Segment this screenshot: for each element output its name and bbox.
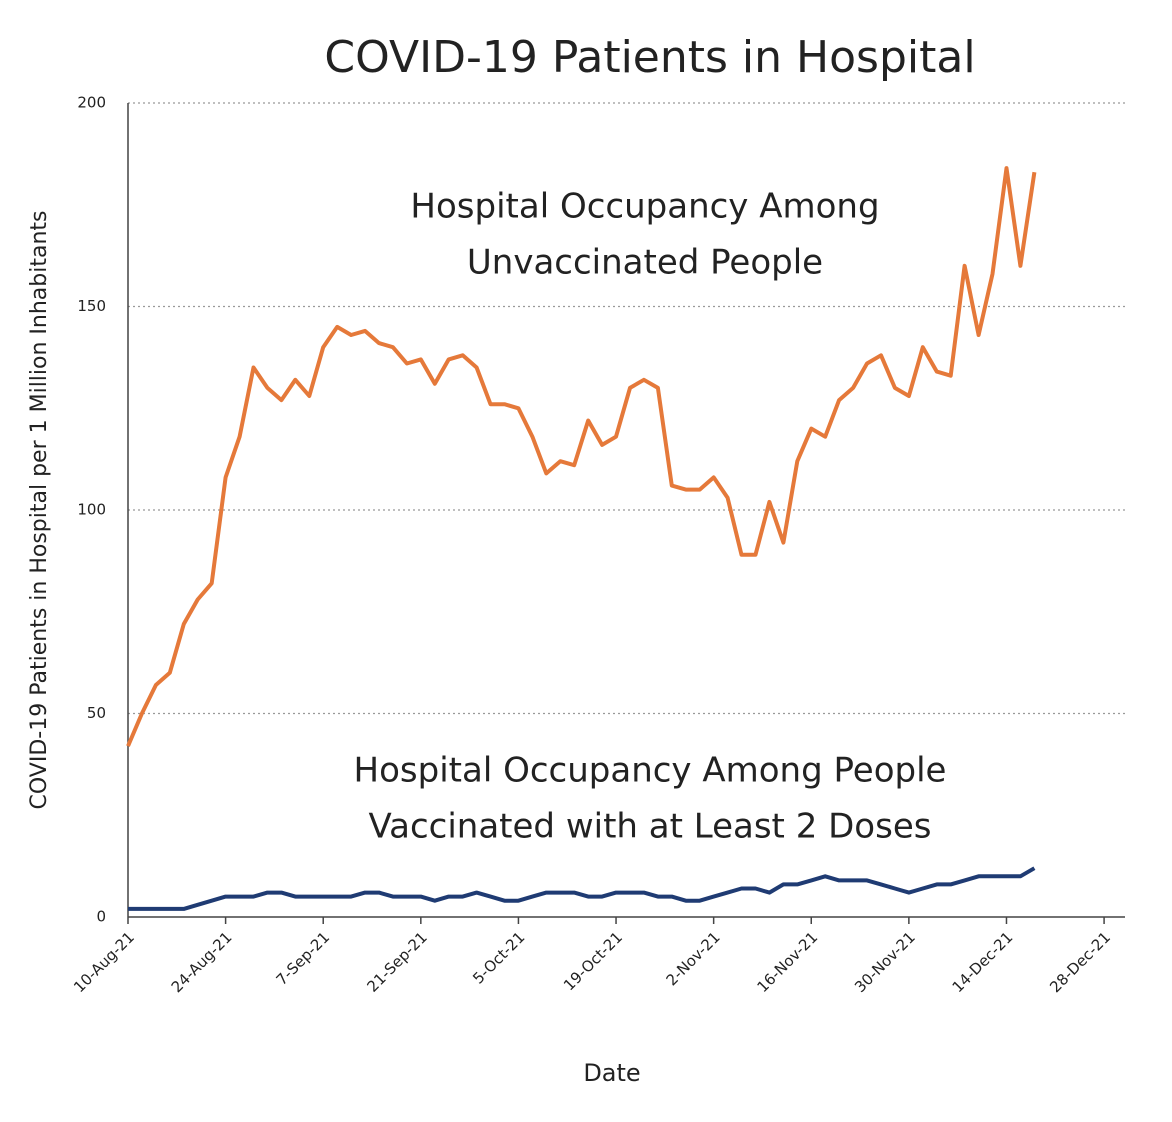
x-tick-label: 10-Aug-21 [70,928,138,996]
y-tick-label: 0 [96,908,106,926]
x-tick-label: 14-Dec-21 [949,928,1017,996]
y-tick-label: 200 [77,94,106,112]
series-line [128,866,1036,911]
chart-title: COVID-19 Patients in Hospital [324,32,975,83]
y-tick-label: 100 [77,501,106,519]
x-tick-label: 7-Sep-21 [273,928,334,989]
x-axis-label: Date [583,1059,640,1087]
x-tick-label: 5-Oct-21 [469,928,528,987]
x-tick-label: 24-Aug-21 [168,928,236,996]
x-tick-label: 21-Sep-21 [363,928,430,995]
annotation: Unvaccinated People [467,243,823,283]
annotation: Hospital Occupancy Among [410,187,879,227]
x-tick-label: 30-Nov-21 [851,928,919,996]
y-tick-label: 50 [87,704,106,722]
annotation: Vaccinated with at Least 2 Doses [369,807,932,847]
series-line [126,166,1037,747]
y-tick-label: 150 [77,297,106,315]
annotation: Hospital Occupancy Among People [354,751,947,791]
y-axis-label: COVID-19 Patients in Hospital per 1 Mill… [27,211,52,810]
x-tick-label: 16-Nov-21 [753,928,821,996]
x-tick-label: 2-Nov-21 [663,928,724,989]
x-tick-label: 28-Dec-21 [1046,928,1114,996]
x-tick-label: 19-Oct-21 [560,928,626,994]
